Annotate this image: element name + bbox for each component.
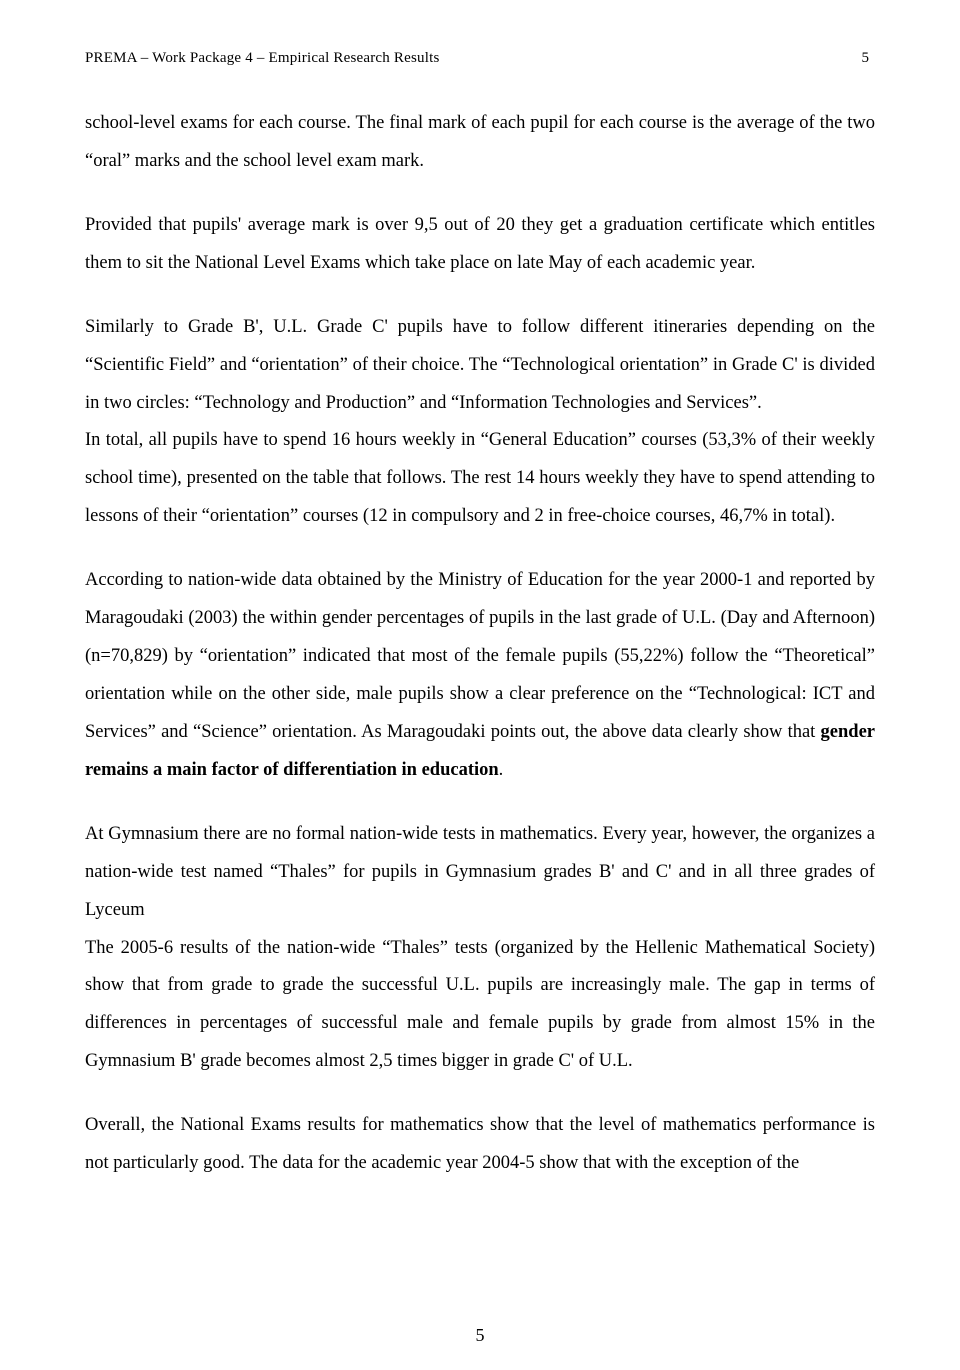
paragraph-4-post: . [499,760,504,780]
paragraph-6: Overall, the National Exams results for … [85,1107,875,1183]
page-header: PREMA – Work Package 4 – Empirical Resea… [85,50,875,67]
page: PREMA – Work Package 4 – Empirical Resea… [0,0,960,1370]
paragraph-2: Provided that pupils' average mark is ov… [85,207,875,283]
header-title: PREMA – Work Package 4 – Empirical Resea… [85,50,440,67]
paragraph-5-text-b: The 2005-6 results of the nation-wide “T… [85,938,875,1072]
paragraph-3: Similarly to Grade B', U.L. Grade C' pup… [85,309,875,537]
paragraph-4-pre: According to nation-wide data obtained b… [85,570,875,742]
paragraph-1: school-level exams for each course. The … [85,105,875,181]
paragraph-4: According to nation-wide data obtained b… [85,562,875,790]
paragraph-5-text-a: At Gymnasium there are no formal nation-… [85,824,875,920]
paragraph-3-text-a: Similarly to Grade B', U.L. Grade C' pup… [85,317,875,413]
header-page-number: 5 [862,50,876,67]
footer-page-number: 5 [0,1325,960,1346]
paragraph-5: At Gymnasium there are no formal nation-… [85,816,875,1081]
paragraph-3-text-b: In total, all pupils have to spend 16 ho… [85,430,875,526]
